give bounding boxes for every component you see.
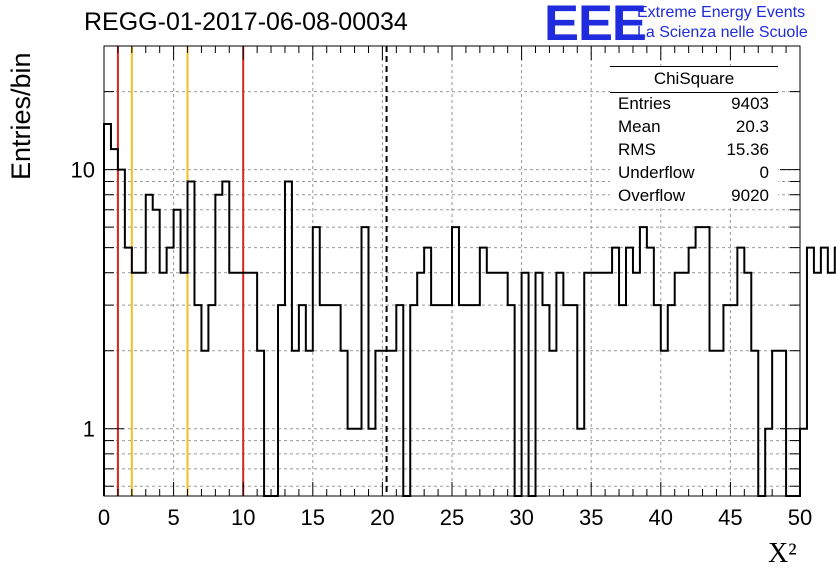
histogram-series (103, 122, 836, 497)
stats-row: RMS 15.36 (610, 138, 778, 161)
stats-value: 0 (759, 163, 769, 182)
stats-value: 9403 (731, 94, 769, 113)
x-tick-label: 15 (301, 505, 325, 530)
y-tick-label: 1 (83, 417, 95, 442)
y-tick-label: 10 (71, 158, 95, 183)
y-axis-label: Entries/bin (6, 52, 36, 180)
stats-title: ChiSquare (653, 69, 735, 88)
x-tick-label: 20 (370, 505, 394, 530)
x-tick-label: 35 (579, 505, 603, 530)
x-tick-label: 10 (231, 505, 255, 530)
stats-label: Overflow (618, 186, 686, 205)
chart-title: REGG-01-2017-06-08-00034 (84, 8, 408, 36)
x-tick-label: 0 (98, 505, 110, 530)
logo-line-2: La Scienza nelle Scuole (637, 24, 808, 41)
x-tick-label: 30 (509, 505, 533, 530)
x-tick-label: 25 (440, 505, 464, 530)
logo-line-1: Extreme Energy Events (637, 4, 806, 21)
stats-rows: Entries 9403 Mean 20.3 RMS 15.36 Underflow 0 Ove… (610, 92, 778, 207)
stats-label: Entries (618, 94, 671, 113)
reference-lines (116, 46, 388, 496)
stats-label: Underflow (618, 163, 695, 182)
x-tick-label: 5 (167, 505, 179, 530)
stats-value: 20.3 (735, 117, 769, 136)
eee-logo: EEE (544, 0, 647, 51)
stats-row: Overflow 9020 (610, 184, 778, 207)
stats-value: 15.36 (726, 140, 769, 159)
stats-value: 9020 (731, 186, 769, 205)
stats-row: Entries 9403 (610, 92, 778, 115)
histogram-line (103, 122, 836, 497)
x-axis-label: X² (768, 538, 797, 570)
axes: 0 5 10 15 20 25 30 35 40 45 50 1 10 (71, 45, 812, 530)
stats-row: Underflow 0 (610, 161, 778, 184)
stats-divider (610, 92, 778, 93)
stats-box: ChiSquare Entries 9403 Mean 20.3 RMS 15.36 Und… (610, 66, 778, 207)
x-tick-label: 50 (788, 505, 812, 530)
stats-label: RMS (618, 140, 656, 159)
x-tick-label: 45 (718, 505, 742, 530)
x-tick-label: 40 (649, 505, 673, 530)
stats-label: Mean (618, 117, 661, 136)
x-axis-label-text: X² (768, 538, 797, 569)
stats-row: Mean 20.3 (610, 115, 778, 138)
